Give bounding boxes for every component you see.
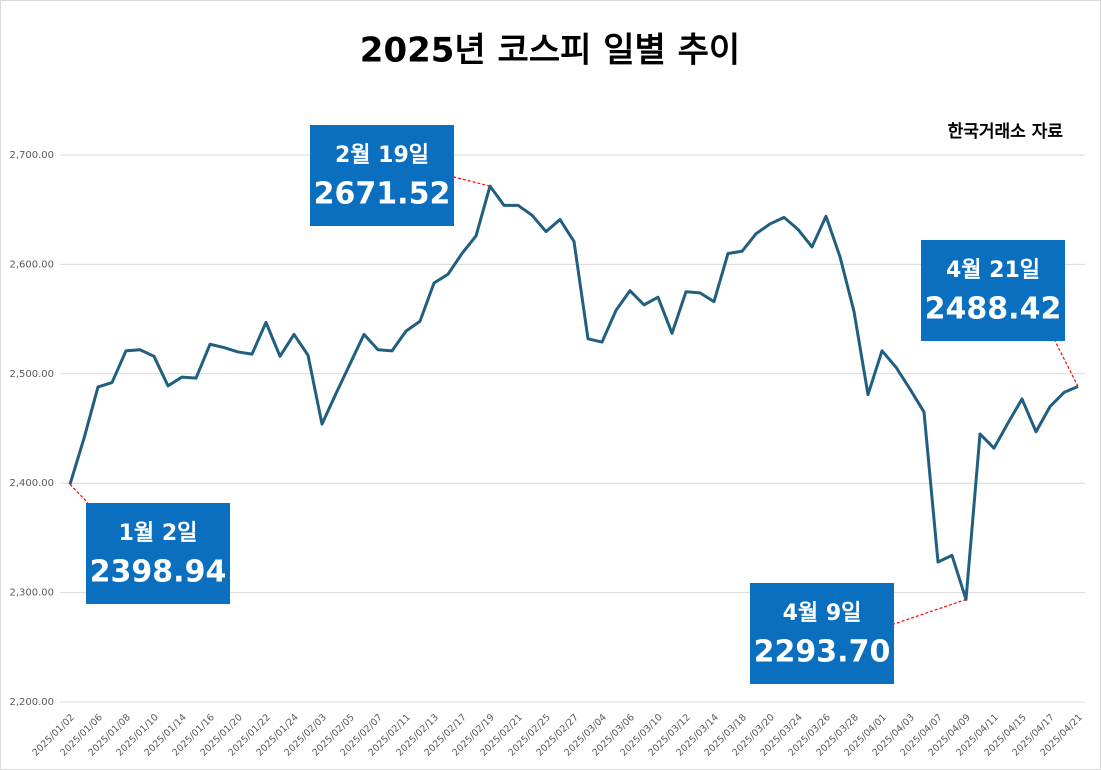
callout-date: 2월 19일 <box>335 143 429 168</box>
callout-value: 2488.42 <box>925 292 1062 327</box>
leader-line <box>893 598 967 625</box>
callout-box <box>86 503 230 604</box>
callout-box <box>921 240 1065 341</box>
callout-box <box>310 125 454 226</box>
leader-line <box>453 176 491 187</box>
callout-box <box>750 583 894 684</box>
callout-value: 2398.94 <box>90 555 227 590</box>
callout-date: 1월 2일 <box>119 521 198 546</box>
source: 한국거래소 자료 <box>948 122 1064 142</box>
chart-title: 2025년 코스피 일별 추이 <box>360 31 740 71</box>
leader-line <box>1054 340 1079 387</box>
leader-line <box>69 483 89 504</box>
callout-date: 4월 9일 <box>783 601 862 626</box>
line <box>68 184 1079 601</box>
y-tick-label: 2,200.00 <box>9 697 54 708</box>
y-tick-label: 2,600.00 <box>9 259 54 270</box>
y-tick-label: 2,500.00 <box>9 369 54 380</box>
y-tick-label: 2,700.00 <box>9 150 54 161</box>
callout-value: 2293.70 <box>754 635 891 670</box>
callout-value: 2671.52 <box>314 177 451 212</box>
callout-date: 4월 21일 <box>946 258 1040 283</box>
y-tick-label: 2,300.00 <box>9 588 54 599</box>
y-tick-label: 2,400.00 <box>9 478 54 489</box>
